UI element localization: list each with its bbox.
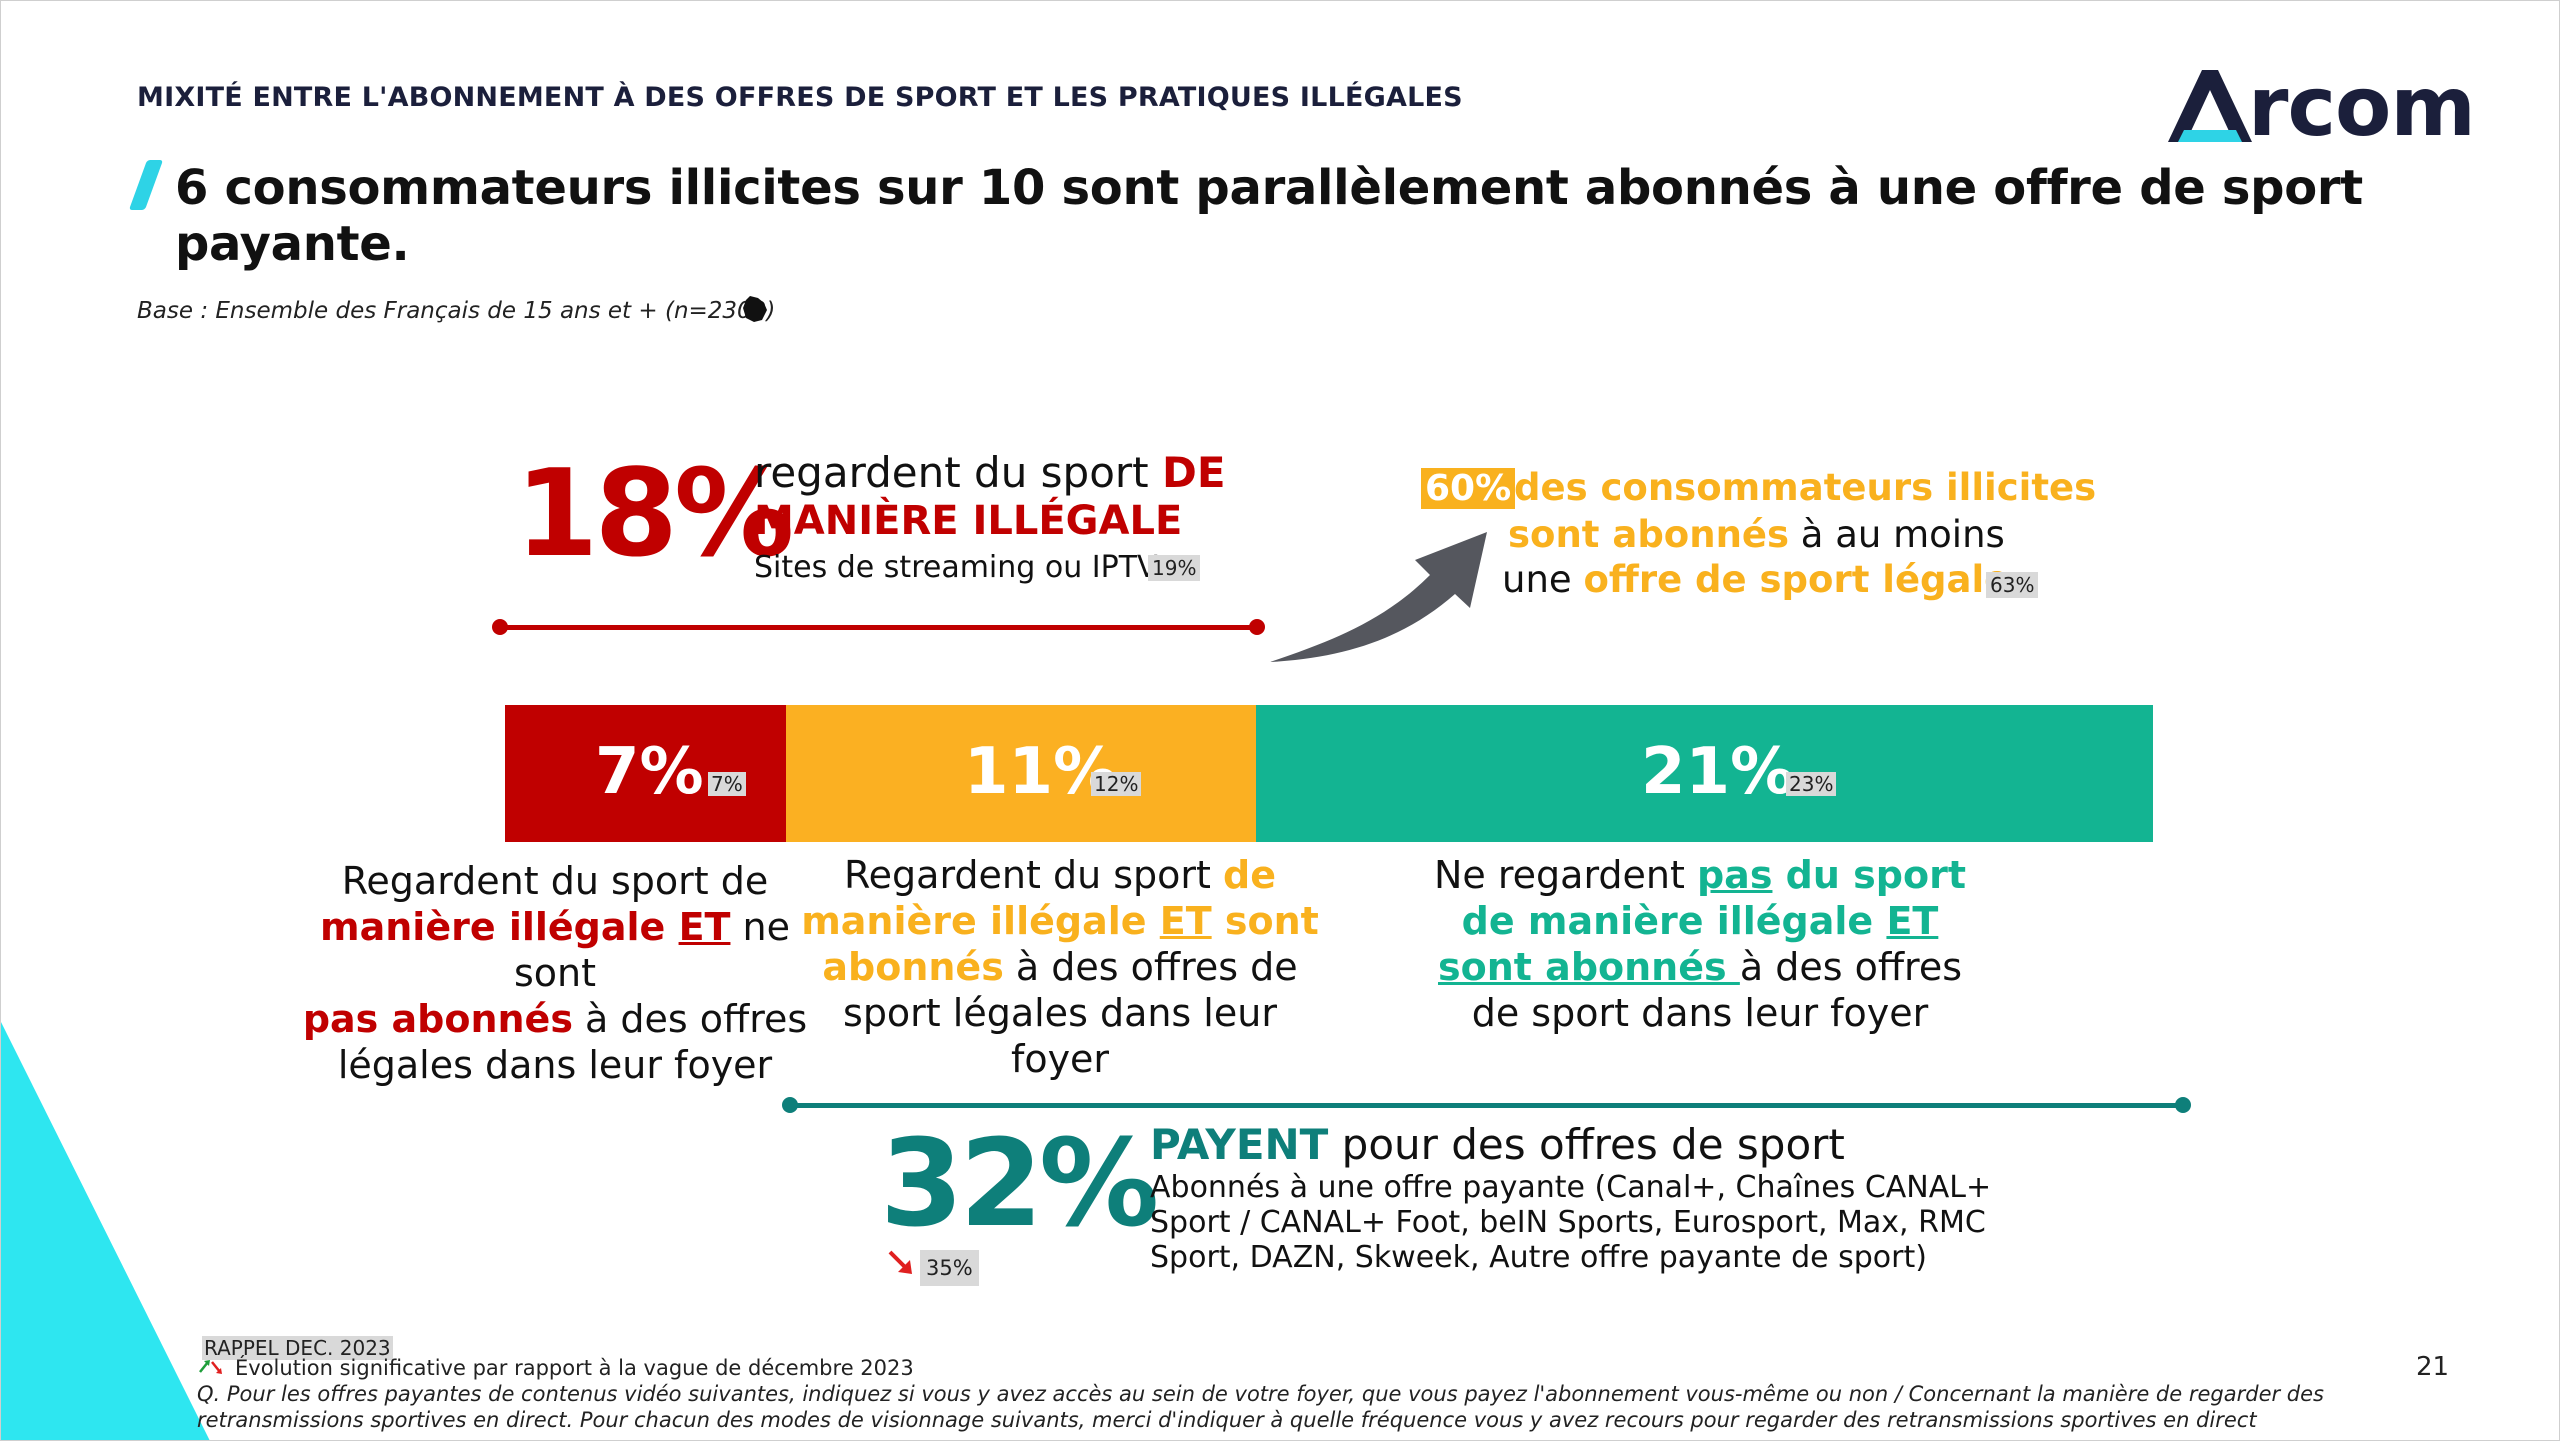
bar-segment-illegal-not-subscribed: 7% 7% [505,705,786,842]
down-arrow-icon [888,1250,912,1274]
illegal-bracket-line [500,625,1260,630]
decorative-corner-shape [0,1020,210,1441]
pay-bracket-start-dot [782,1097,798,1113]
illegal-bracket-end-dot [1249,619,1265,635]
evolution-arrows-icon [199,1360,222,1374]
pay-previous-badge: 35% [920,1250,979,1286]
bar-previous-badge: 7% [708,772,746,796]
bar-previous-badge: 12% [1091,772,1142,796]
bar-segment-illegal-subscribed: 11% 12% [786,705,1256,842]
bar-label: 21% [1641,735,1795,809]
segment-description-3: Ne regardent pas du sport de manière ill… [1434,853,1966,1035]
share60-line1: des consommateurs illicites [1514,466,2097,509]
pay-bracket-end-dot [2175,1097,2191,1113]
rappel-label: RAPPEL DEC. 2023 [202,1336,393,1360]
logo-text: rcom [2248,60,2476,155]
illegal-line3: Sites de streaming ou IPTV [754,550,1158,585]
share60-previous-badge: 63% [1986,572,2039,598]
curved-arrow-icon [1270,532,1487,662]
illegal-line2: MANIÈRE ILLÉGALE [754,498,1183,544]
segment-description-2: Regardent du sport de manière illégale E… [801,853,1319,1081]
bar-label: 7% [595,735,704,809]
pay-bracket-line [790,1103,2185,1108]
page-number: 21 [2416,1352,2450,1382]
france-map-icon [743,296,767,322]
base-note: Base : Ensemble des Français de 15 ans e… [137,298,776,324]
section-title: MIXITÉ ENTRE L'ABONNEMENT À DES OFFRES D… [137,82,1463,113]
share60-value: 60% [1421,468,1516,509]
segment-description-1: Regardent du sport de manière illégale E… [302,859,808,1087]
pay-share-value: 32% [880,1115,1159,1254]
question-note: Q. Pour les offres payantes de contenus … [197,1382,2324,1432]
illegal-bracket-start-dot [492,619,508,635]
arcom-logo: rcom [2160,60,2476,155]
illegal-previous-badge: 19% [1148,555,1201,581]
headline-accent [128,160,164,210]
evolution-note: Évolution significative par rapport à la… [235,1356,914,1380]
share60-line3: une offre de sport légale [1502,558,2010,601]
page-headline: 6 consommateurs illicites sur 10 sont pa… [175,160,2363,272]
pay-detail: Abonnés à une offre payante (Canal+, Cha… [1150,1170,1992,1275]
share60-line2: sont abonnés à au moins [1508,513,2005,556]
pay-title: PAYENT pour des offres de sport [1150,1120,1845,1169]
bar-previous-badge: 23% [1786,772,1837,796]
illegal-line1: regardent du sport DE [754,448,1226,497]
illegal-share-value: 18% [515,445,794,584]
bar-segment-legal-subscribed: 21% 23% [1256,705,2153,842]
